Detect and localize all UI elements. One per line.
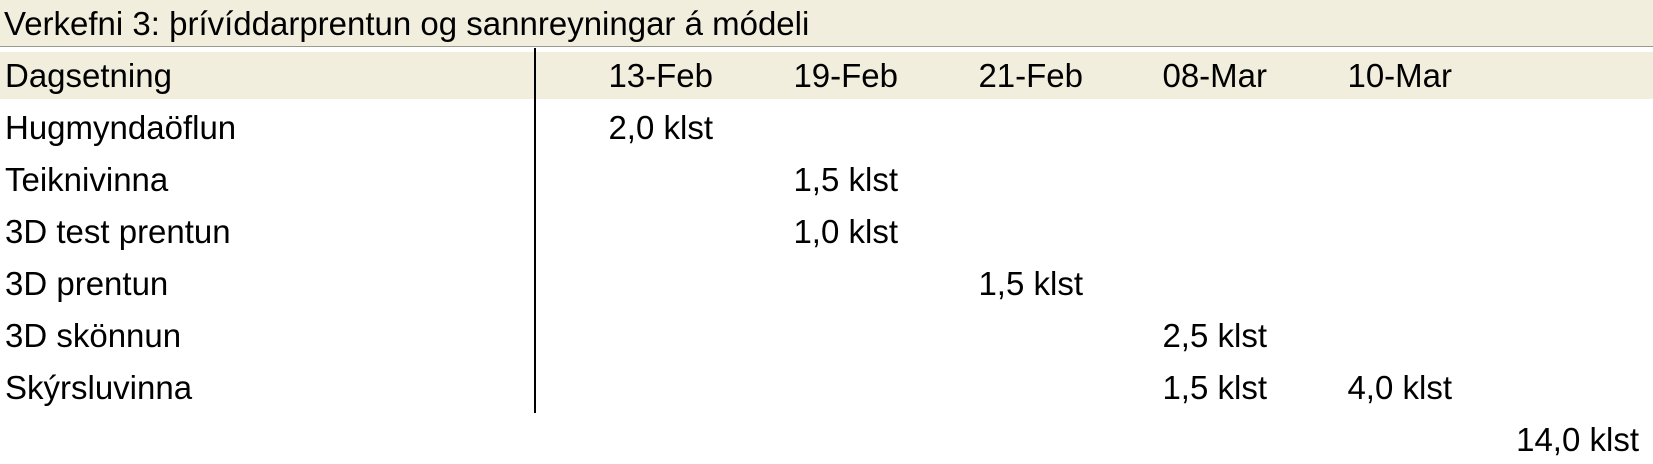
- row-label: 3D test prentun: [5, 213, 231, 250]
- date-header-21-feb: 21-Feb: [978, 57, 1083, 94]
- row-value: 1,5 klst: [1162, 369, 1267, 406]
- date-header-10-mar: 10-Mar: [1347, 57, 1452, 94]
- date-header-08-mar: 08-Mar: [1162, 57, 1267, 94]
- row-label: 3D skönnun: [5, 317, 182, 354]
- row-label: 3D prentun: [5, 265, 169, 302]
- table-header-row: Dagsetning 13-Feb 19-Feb 21-Feb 08-Mar 1…: [0, 52, 1653, 99]
- header-label: Dagsetning: [5, 57, 172, 94]
- row-label: Hugmyndaöflun: [5, 109, 237, 146]
- row-value: 1,0 klst: [793, 213, 898, 250]
- table-divider: [534, 48, 536, 413]
- row-label: Skýrsluvinna: [5, 369, 193, 406]
- date-header-19-feb: 19-Feb: [793, 57, 898, 94]
- row-value: 1,5 klst: [793, 161, 898, 198]
- row-label: Teiknivinna: [5, 161, 169, 198]
- row-value: 1,5 klst: [978, 265, 1083, 302]
- total-value: 14,0 klst: [1516, 421, 1639, 458]
- date-header-13-feb: 13-Feb: [608, 57, 713, 94]
- title-row: Verkefni 3: þrívíddarprentun og sannreyn…: [0, 0, 1653, 47]
- row-value: 2,5 klst: [1162, 317, 1267, 354]
- row-value: 2,0 klst: [608, 109, 713, 146]
- page-title: Verkefni 3: þrívíddarprentun og sannreyn…: [4, 5, 810, 42]
- row-value: 4,0 klst: [1347, 369, 1452, 406]
